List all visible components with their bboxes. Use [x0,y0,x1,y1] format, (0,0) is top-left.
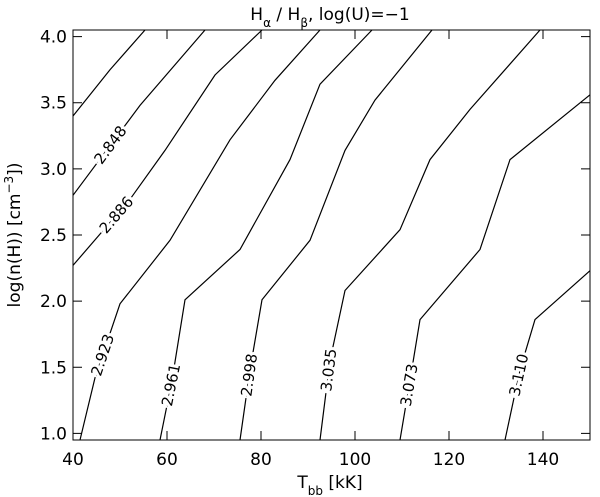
y-axis-label: log(n(H)) [cm−3]) [2,163,25,308]
x-tick-label: 140 [527,450,559,470]
y-tick-label: 2.0 [40,292,67,312]
ylabel-part: −3 [2,176,16,194]
contour-label: 3.073 [397,362,422,407]
x-tick-label: 60 [156,450,178,470]
contour-label: 2.923 [87,332,118,378]
ylabel-part: log(n(H)) [cm [5,194,25,308]
y-tick-label: 1.5 [40,358,67,378]
x-tick-label: 120 [433,450,465,470]
contour-label: 2.886 [96,193,138,237]
contour-line [239,29,433,441]
x-tick-label: 40 [62,450,84,470]
contour-label: 2.998 [237,352,261,397]
title-part: α [263,16,271,30]
contour-label: 2.961 [158,362,184,408]
y-tick-label: 2.5 [40,226,67,246]
contour-label: 3.110 [506,352,533,398]
title-part: / H [271,5,300,25]
contour-line [72,29,146,117]
title-part: , log(U)=−1 [308,5,410,25]
contour-label: 2.848 [90,122,130,167]
x-axis-label: Tbb [kK] [296,473,362,497]
title-part: H [250,5,263,25]
contour-label: 3.035 [317,348,340,393]
title-part: β [300,16,308,30]
y-tick-label: 4.0 [40,28,67,48]
contour-line [399,94,591,441]
contour-line [504,270,591,441]
contour-line [159,29,373,441]
chart-title: Hα / Hβ, log(U)=−1 [250,5,409,30]
x-tick-label: 80 [250,450,272,470]
contour-line [72,29,206,196]
contour-line [319,29,541,441]
y-tick-label: 1.0 [40,424,67,444]
xlabel-part: T [296,473,308,493]
y-tick-label: 3.0 [40,160,67,180]
contour-line [79,29,321,441]
contour-line [72,29,263,266]
y-tick-label: 3.5 [40,94,67,114]
xlabel-part: bb [308,484,323,497]
ylabel-part: ]) [5,163,25,176]
x-tick-label: 100 [339,450,371,470]
xlabel-part: [kK] [323,473,363,493]
